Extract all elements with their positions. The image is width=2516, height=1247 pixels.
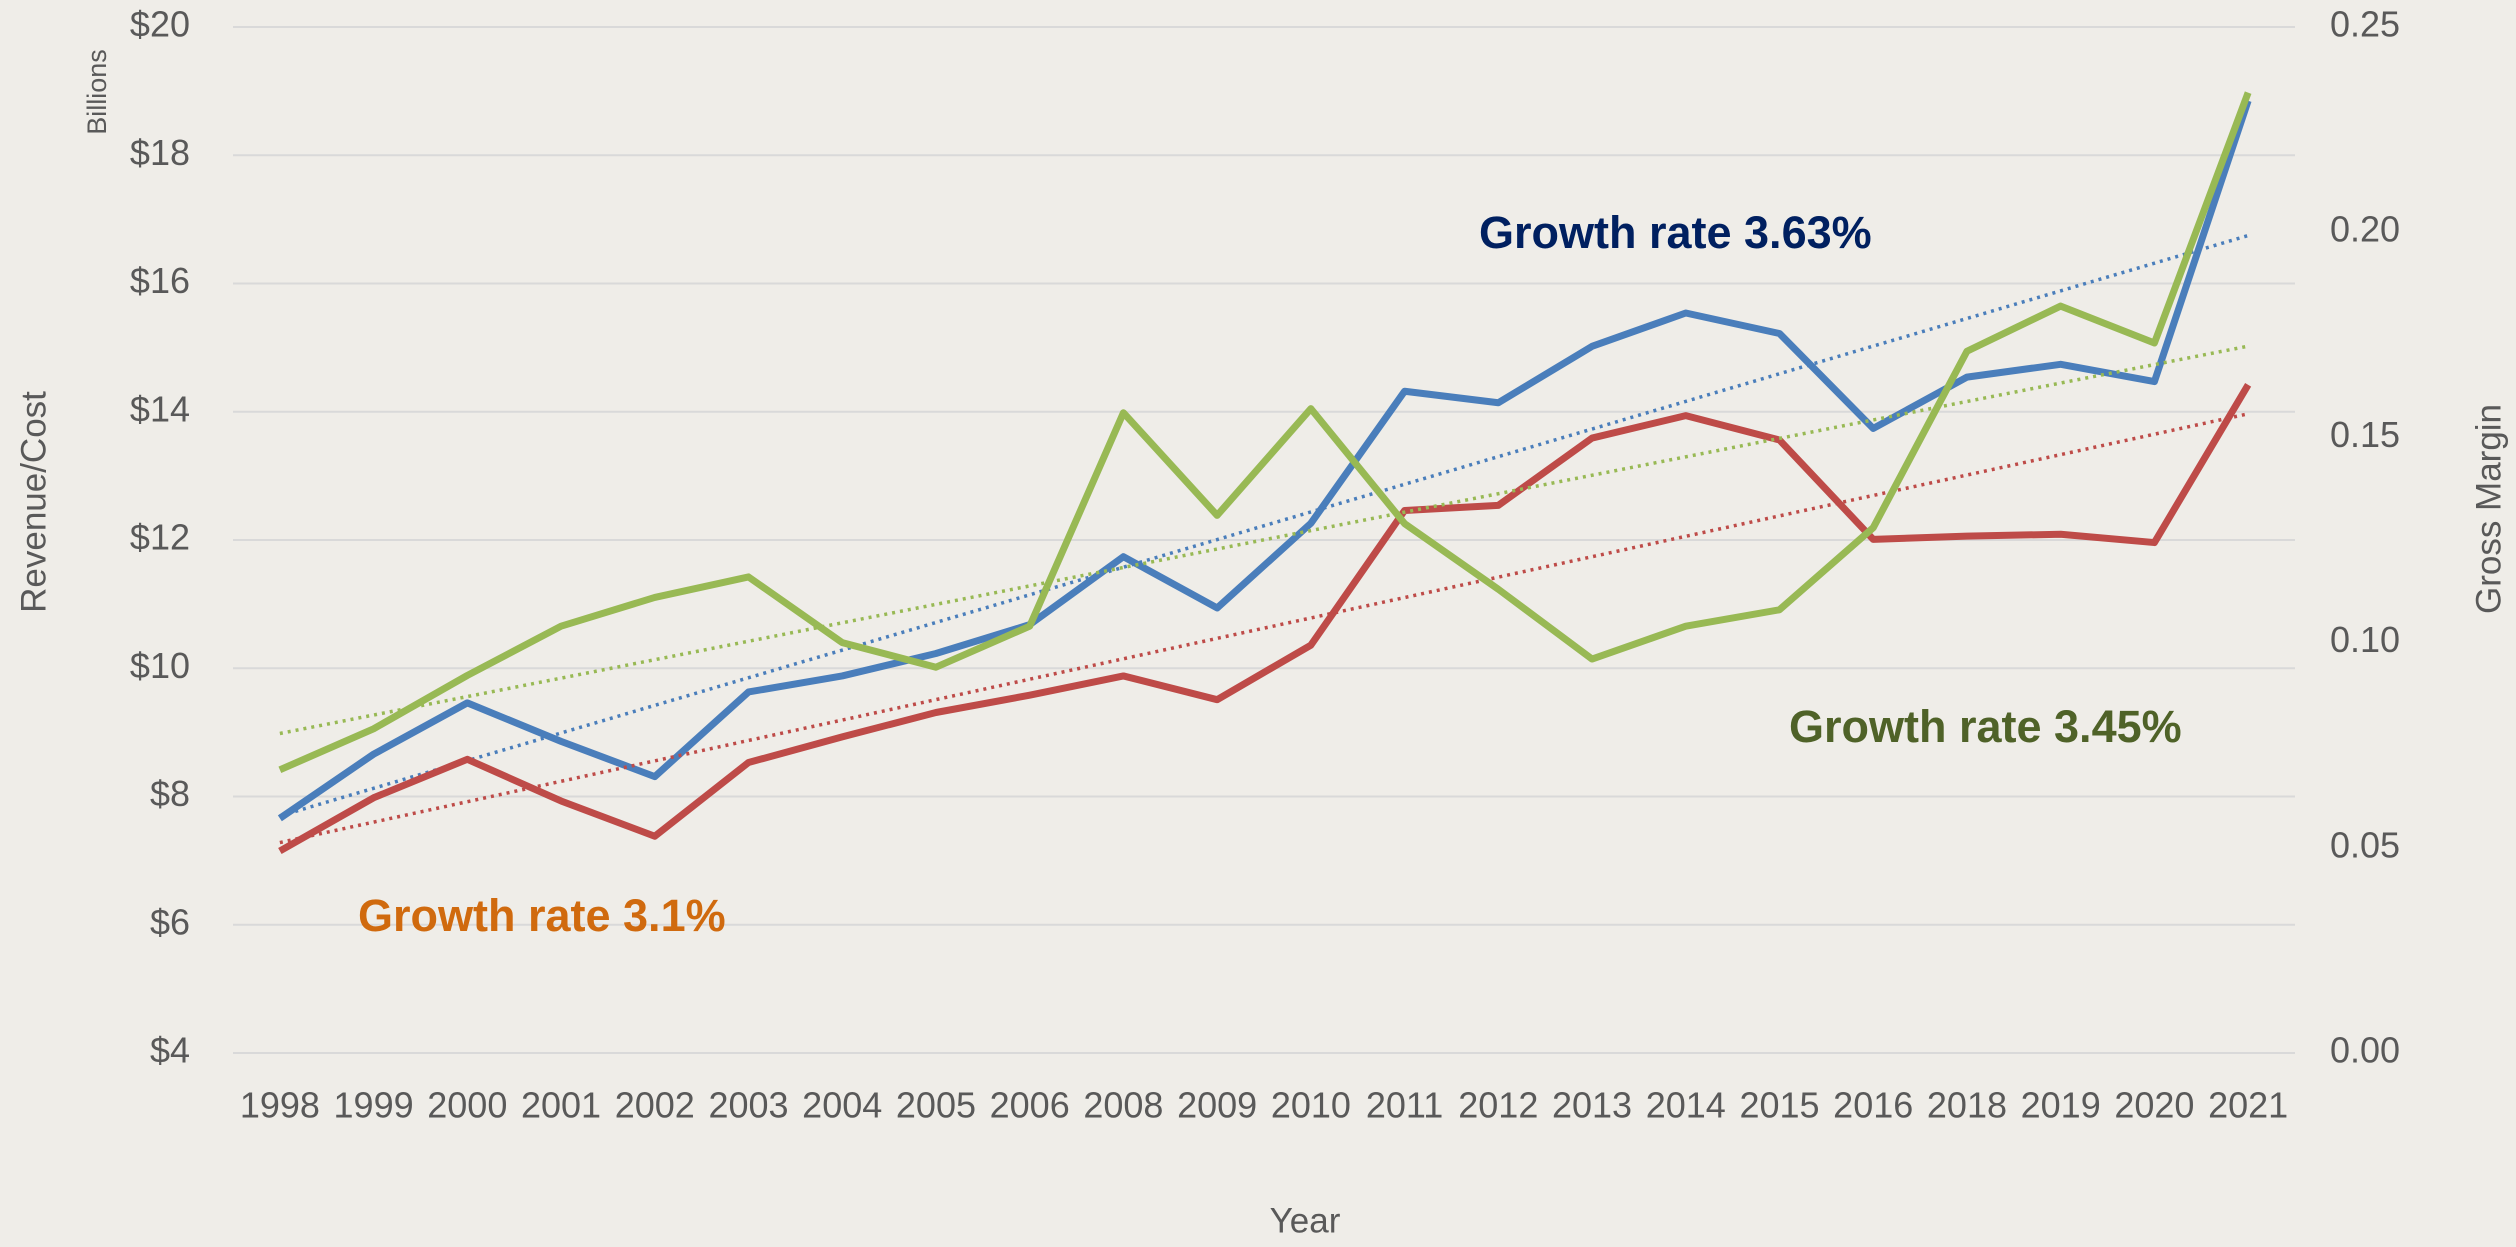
x-tick-label: 2006 (990, 1085, 1070, 1126)
y-tick-label: $16 (130, 260, 190, 301)
y-tick-label: $14 (130, 388, 190, 429)
x-tick-label: 2008 (1083, 1085, 1163, 1126)
y2-axis-title: Gross Margin (2469, 404, 2508, 614)
x-tick-label: 2011 (1366, 1085, 1443, 1126)
annotation: Growth rate 3.45% (1789, 701, 2182, 752)
y2-tick-label: 0.20 (2330, 209, 2400, 250)
annotation: Growth rate 3.1% (358, 890, 726, 941)
x-tick-label: 2020 (2114, 1085, 2194, 1126)
y-tick-label: $10 (130, 645, 190, 686)
x-tick-label: 2009 (1177, 1085, 1257, 1126)
trendline (279, 233, 2249, 818)
x-tick-label: 2019 (2021, 1085, 2101, 1126)
x-tick-label: 2002 (615, 1085, 695, 1126)
x-tick-label: 2013 (1552, 1085, 1632, 1126)
series-line (277, 99, 2252, 822)
y-tick-label: $18 (130, 132, 190, 173)
series-line (278, 91, 2252, 774)
y-axis-title: Revenue/Cost (14, 391, 53, 613)
x-tick-label: 2005 (896, 1085, 976, 1126)
y2-tick-label: 0.25 (2330, 4, 2400, 45)
x-tick-label: 2000 (427, 1085, 507, 1126)
x-tick-label: 2015 (1739, 1085, 1819, 1126)
y2-tick-label: 0.15 (2330, 414, 2400, 455)
x-tick-label: 2016 (1833, 1085, 1913, 1126)
x-axis-title: Year (1270, 1201, 1341, 1240)
y-tick-label: $6 (150, 901, 190, 942)
x-tick-label: 2010 (1271, 1085, 1351, 1126)
y2-tick-label: 0.05 (2330, 824, 2400, 865)
x-tick-label: 2021 (2208, 1085, 2288, 1126)
series-line (278, 383, 2252, 855)
trendline (279, 412, 2249, 845)
y-tick-label: $12 (130, 517, 190, 558)
y-tick-label: $4 (150, 1030, 190, 1071)
y-axis-unit: Billions (82, 49, 112, 135)
x-tick-label: 1998 (240, 1085, 320, 1126)
x-tick-label: 2003 (708, 1085, 788, 1126)
x-tick-label: 2014 (1646, 1085, 1726, 1126)
y2-tick-label: 0.00 (2330, 1030, 2400, 1071)
x-tick-label: 2018 (1927, 1085, 2007, 1126)
x-tick-label: 2004 (802, 1085, 882, 1126)
y2-tick-label: 0.10 (2330, 619, 2400, 660)
x-tick-label: 2012 (1458, 1085, 1538, 1126)
x-tick-label: 2001 (521, 1085, 601, 1126)
y-tick-label: $20 (130, 4, 190, 45)
x-tick-label: 1999 (334, 1085, 414, 1126)
y-tick-label: $8 (150, 773, 190, 814)
annotation: Growth rate 3.63% (1479, 207, 1872, 258)
